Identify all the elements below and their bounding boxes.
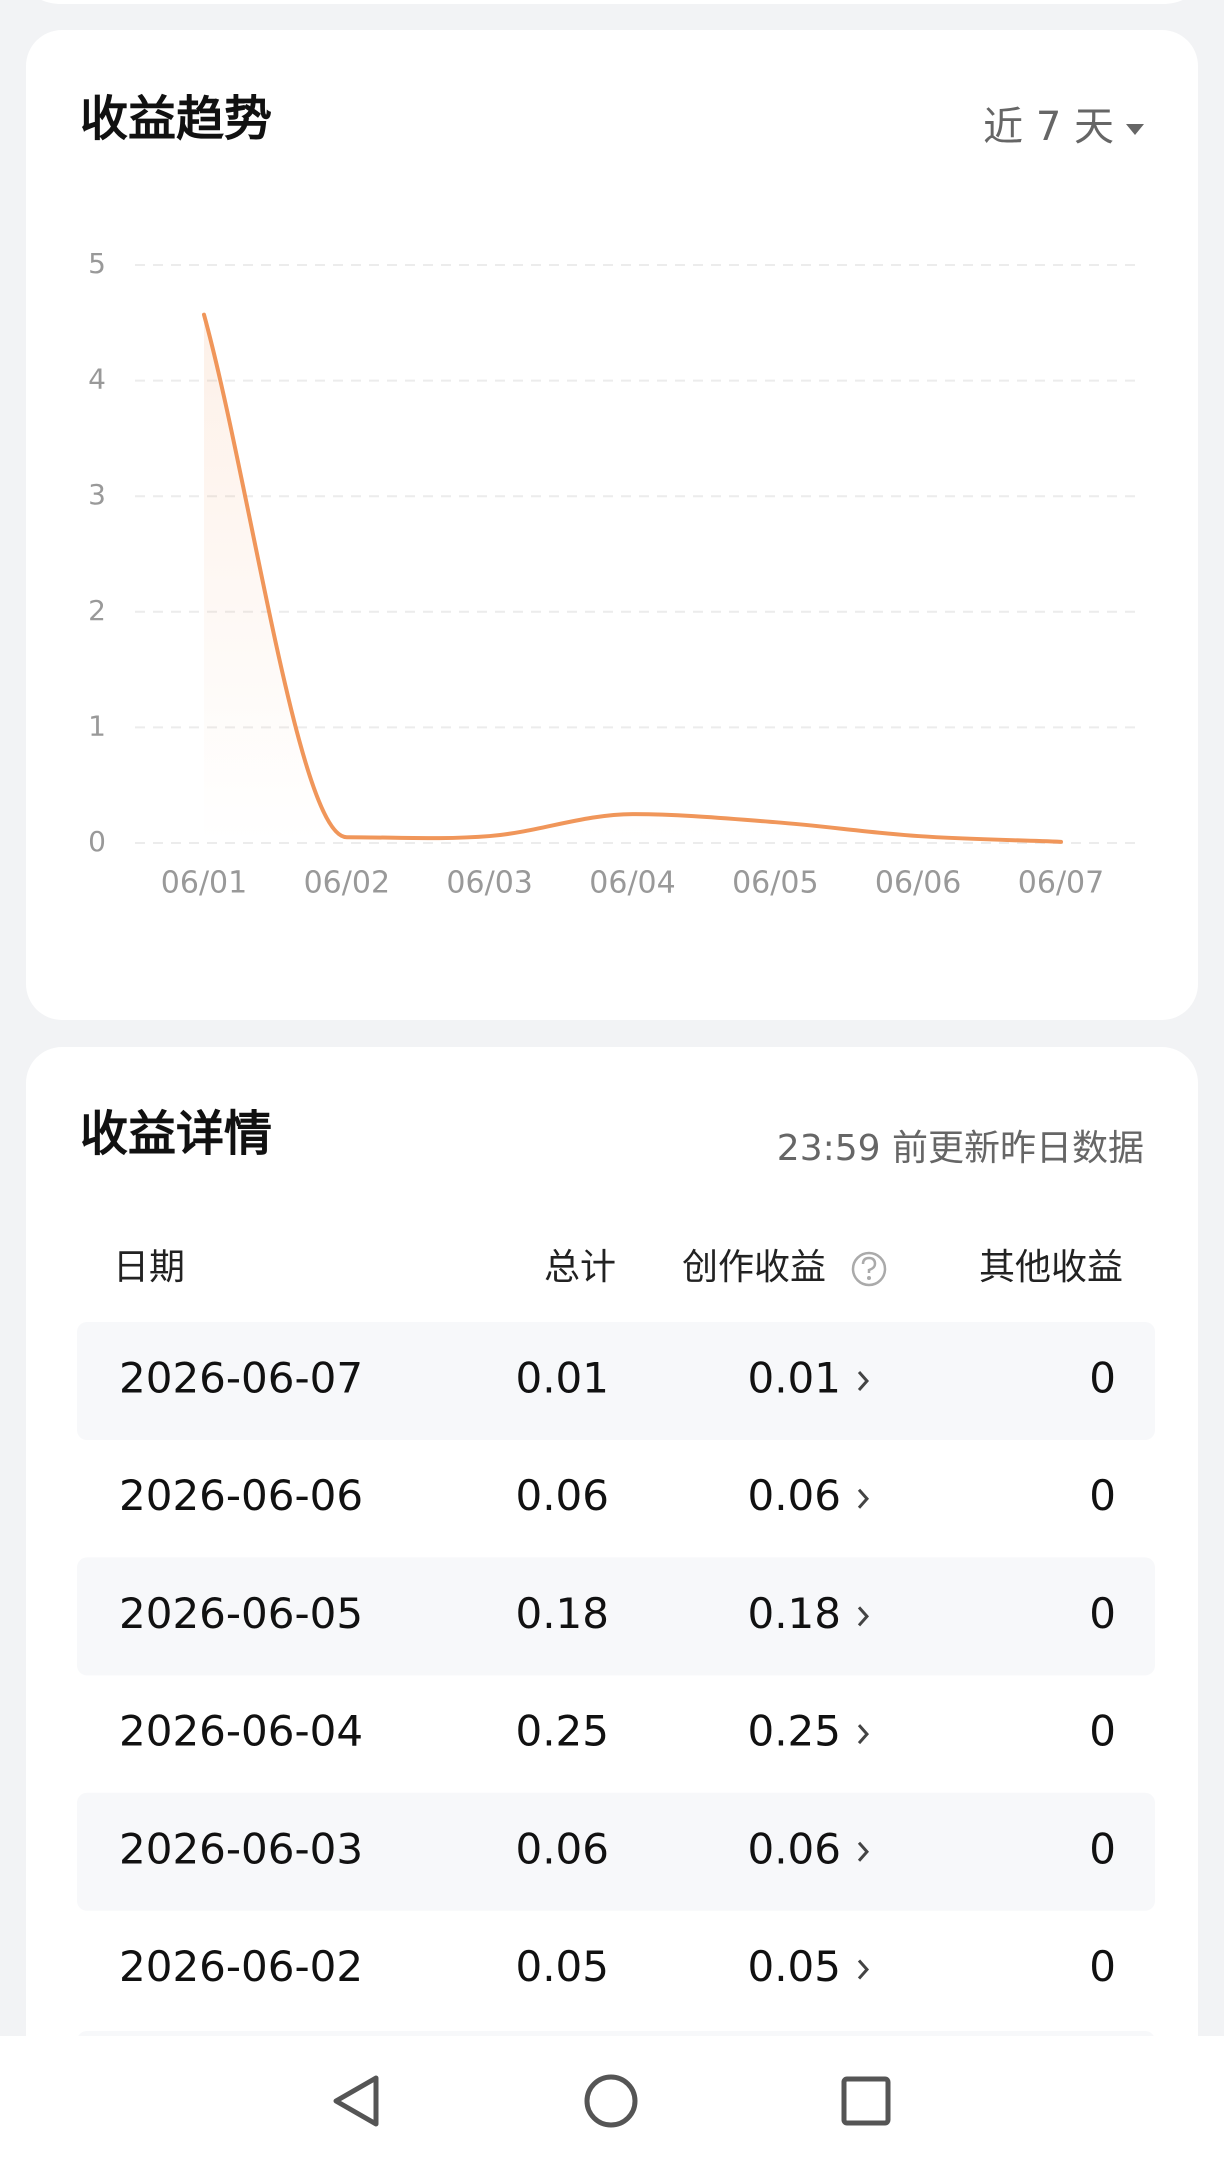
- range-selector[interactable]: 近 7 天: [983, 104, 1144, 150]
- help-icon[interactable]: [851, 1251, 887, 1287]
- column-header: 创作收益: [682, 1247, 826, 1288]
- table-row: 2026-06-03 0.06 0.06 0: [77, 1792, 1155, 1911]
- row-background: [77, 1557, 1155, 1676]
- creation-cell[interactable]: 0.06: [747, 1824, 841, 1873]
- column-header: 总计: [544, 1247, 616, 1288]
- help-dot: [867, 1276, 871, 1280]
- other-cell: 0: [1089, 1942, 1116, 1991]
- x-tick-label: 06/06: [875, 866, 961, 901]
- y-tick-label: 4: [88, 363, 106, 396]
- chevron[interactable]: [857, 1841, 870, 1862]
- help-circle: [851, 1251, 887, 1287]
- dropdown-arrow: [1126, 124, 1144, 135]
- card-title: 收益详情: [80, 1106, 272, 1162]
- line: [202, 312, 1063, 844]
- creation-cell[interactable]: 0.25: [747, 1707, 841, 1756]
- row-background: [78, 2031, 1154, 2036]
- total-cell: 0.05: [515, 1942, 609, 1991]
- date-cell: 2026-06-03: [119, 1824, 363, 1873]
- update-note: 23:59 前更新昨日数据: [777, 1128, 1144, 1169]
- recents-button[interactable]: [841, 2076, 891, 2126]
- x-tick-label: 06/02: [304, 866, 390, 901]
- creation-cell[interactable]: 0.18: [747, 1589, 841, 1638]
- date-cell: 2026-06-05: [119, 1589, 363, 1638]
- other-cell: 0: [1089, 1589, 1116, 1638]
- table-row: 2026-06-07 0.01 0.01 0: [77, 1322, 1155, 1440]
- nav-bar: [0, 2036, 1224, 2167]
- creation-cell[interactable]: 0.06: [747, 1471, 841, 1520]
- other-cell: 0: [1089, 1707, 1116, 1756]
- table-row: 2026-06-04 0.25 0.25 0: [119, 1707, 1116, 1756]
- column-header: 日期: [113, 1247, 185, 1288]
- y-tick-label: 3: [88, 478, 106, 511]
- total-cell: 0.06: [515, 1471, 609, 1520]
- date-cell: 2026-06-04: [119, 1707, 363, 1756]
- other-cell: 0: [1089, 1824, 1116, 1873]
- table-row: 2026-06-06 0.06 0.06 0: [119, 1471, 1116, 1520]
- help-glyph: [861, 1256, 877, 1273]
- y-tick-label: 1: [88, 709, 106, 742]
- other-cell: 0: [1089, 1471, 1116, 1520]
- y-tick-label: 0: [88, 825, 106, 858]
- chevron[interactable]: [857, 1959, 870, 1980]
- card-title: 收益趋势: [80, 91, 272, 147]
- area-fill: [204, 314, 1061, 843]
- previous-card: [41, 0, 1183, 4]
- total-cell: 0.18: [515, 1589, 609, 1638]
- chevron[interactable]: [857, 1724, 870, 1745]
- total-cell: 0.25: [515, 1707, 609, 1756]
- x-tick-label: 06/07: [1018, 866, 1104, 901]
- date-cell: 2026-06-06: [119, 1471, 363, 1520]
- x-tick-label: 06/03: [446, 866, 532, 901]
- date-cell: 2026-06-02: [119, 1942, 363, 1991]
- trend-card: [26, 30, 1198, 1020]
- line-chart: 0 1 2 3 4 5 06/01 06/02 06/03 06/04 06/05 06/06 06/0…: [88, 247, 1136, 901]
- y-tick-label: 2: [88, 594, 106, 627]
- table-row: 2026-06-02 0.05 0.05 0: [119, 1942, 1116, 1991]
- total-cell: 0.06: [515, 1824, 609, 1873]
- x-tick-label: 06/05: [732, 866, 818, 901]
- row-background: [77, 1322, 1155, 1440]
- range-label[interactable]: 近 7 天: [983, 104, 1114, 150]
- chevron[interactable]: [857, 1488, 870, 1509]
- x-tick-label: 06/01: [161, 866, 247, 901]
- creation-cell[interactable]: 0.01: [747, 1354, 841, 1403]
- date-cell: 2026-06-07: [119, 1354, 363, 1403]
- row-background: [77, 1792, 1155, 1911]
- chevron[interactable]: [857, 1606, 870, 1627]
- table-row: 2026-06-05 0.18 0.18 0: [77, 1557, 1155, 1676]
- other-cell: 0: [1089, 1354, 1116, 1403]
- creation-cell[interactable]: 0.05: [747, 1942, 841, 1991]
- chevron[interactable]: [857, 1371, 870, 1391]
- home-button[interactable]: [584, 2074, 638, 2128]
- back-button[interactable]: [333, 2075, 379, 2127]
- total-cell: 0.01: [515, 1354, 609, 1403]
- column-header: 其他收益: [979, 1247, 1123, 1288]
- x-tick-label: 06/04: [589, 866, 675, 901]
- y-tick-label: 5: [88, 247, 106, 280]
